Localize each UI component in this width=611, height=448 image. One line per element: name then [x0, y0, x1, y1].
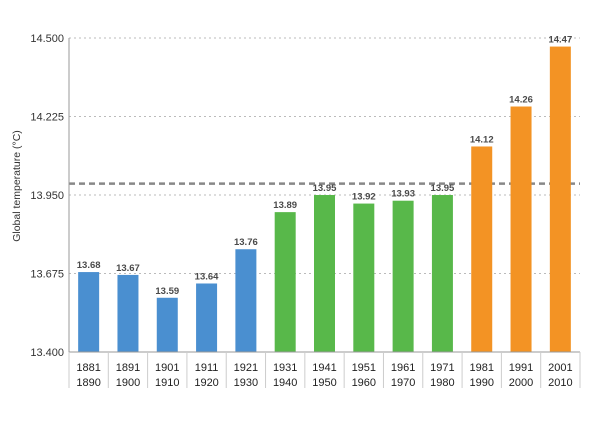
y-tick-label: 14.225	[30, 112, 64, 124]
bar	[431, 195, 453, 352]
x-tick-label-end: 1950	[312, 377, 336, 389]
x-tick-label-end: 1920	[194, 377, 218, 389]
x-tick-label-start: 1991	[509, 362, 533, 374]
bar	[156, 297, 178, 352]
x-tick-label-start: 1921	[234, 362, 258, 374]
x-tick-label-end: 2000	[509, 377, 533, 389]
y-tick-label: 14.500	[30, 33, 64, 45]
x-tick-label-start: 1891	[116, 362, 140, 374]
x-tick-label-end: 2010	[548, 377, 572, 389]
x-tick-label-start: 1941	[312, 362, 336, 374]
x-tick-label-end: 1960	[352, 377, 376, 389]
x-tick-label-end: 1980	[430, 377, 454, 389]
x-tick-label-end: 1900	[116, 377, 140, 389]
x-tick-label-end: 1910	[155, 377, 179, 389]
data-label: 13.59	[155, 286, 179, 297]
bar	[471, 146, 493, 352]
x-tick-label-start: 1961	[391, 362, 415, 374]
x-tick-label-end: 1940	[273, 377, 297, 389]
data-label: 13.95	[431, 183, 455, 194]
data-label: 13.67	[116, 263, 140, 274]
x-tick-label-start: 1901	[155, 362, 179, 374]
data-labels: 13.68 13.67 13.59 13.64 13.76 13.89 13.95 13.92…	[77, 35, 572, 297]
bar	[510, 106, 532, 352]
y-tick-label: 13.675	[30, 269, 64, 281]
data-label: 14.47	[548, 35, 572, 46]
x-tick-label-start: 2001	[548, 362, 572, 374]
bar	[549, 46, 571, 353]
data-label: 13.64	[195, 271, 219, 282]
data-label: 13.68	[77, 260, 101, 271]
data-label: 13.76	[234, 237, 258, 248]
bar	[78, 272, 100, 352]
bar	[196, 283, 218, 352]
data-label: 14.26	[509, 95, 533, 106]
x-tick-label-end: 1930	[234, 377, 258, 389]
x-tick-label-start: 1881	[76, 362, 100, 374]
axes	[68, 38, 581, 388]
x-tick-label-end: 1890	[76, 377, 100, 389]
data-label: 13.93	[391, 189, 415, 200]
x-tick-label-start: 1971	[430, 362, 454, 374]
y-tick-label: 13.950	[30, 190, 64, 202]
bar	[314, 195, 335, 352]
x-tick-label-end: 1970	[391, 377, 415, 389]
y-axis-label: Global temperature (°C)	[11, 130, 23, 242]
x-tick-label-end: 1990	[469, 377, 493, 389]
bar	[117, 274, 139, 352]
data-label: 13.95	[313, 183, 337, 194]
bar	[392, 200, 414, 352]
data-label: 14.12	[470, 134, 494, 145]
data-label: 13.89	[273, 200, 297, 211]
y-tick-label: 13.400	[30, 347, 64, 359]
x-tick-labels: 1881 1890 1891 1900 1901 1910 1911 1920 1921 1930…	[76, 362, 572, 389]
bar	[274, 212, 296, 352]
bars	[78, 46, 571, 353]
y-tick-labels: 14.500 14.225 13.950 13.675 13.400	[30, 33, 64, 359]
data-label: 13.92	[352, 192, 376, 203]
x-tick-label-start: 1981	[469, 362, 493, 374]
bar	[235, 249, 257, 352]
x-tick-label-start: 1911	[195, 362, 219, 374]
bar	[353, 203, 375, 352]
x-tick-label-start: 1951	[352, 362, 376, 374]
x-tick-label-start: 1931	[273, 362, 297, 374]
